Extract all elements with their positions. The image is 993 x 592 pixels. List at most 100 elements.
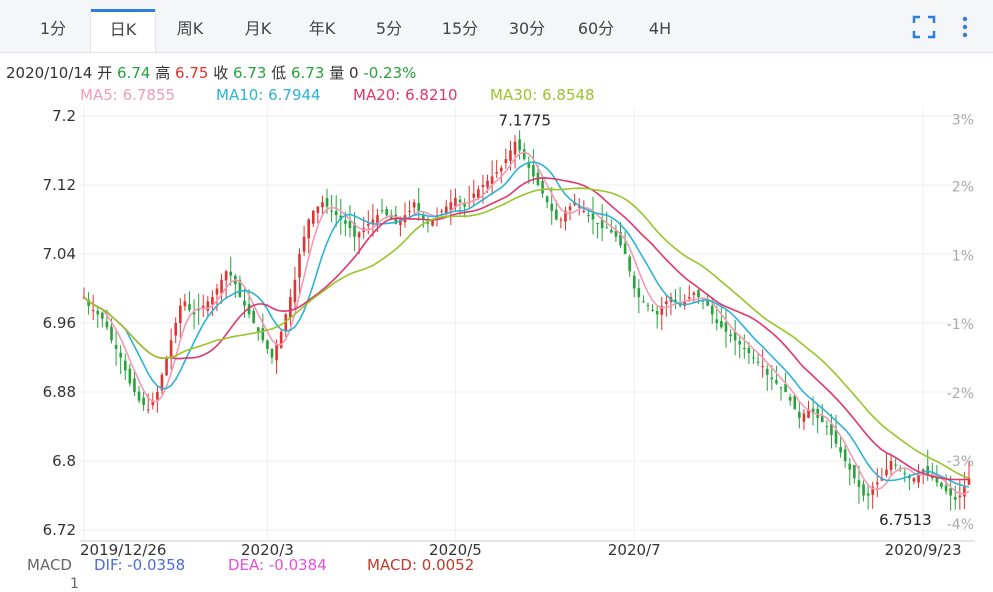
candle-body bbox=[261, 328, 265, 341]
tab-2[interactable]: 周K bbox=[162, 10, 218, 48]
active-tab-indicator bbox=[91, 9, 155, 12]
candle-body bbox=[825, 426, 829, 428]
candle-body bbox=[224, 271, 228, 281]
y-tick-label: 7.12 bbox=[43, 176, 76, 194]
candle-body bbox=[926, 466, 930, 474]
candle-body bbox=[637, 288, 641, 298]
candle-body bbox=[816, 408, 819, 418]
candle-body bbox=[820, 416, 824, 423]
candle-body bbox=[710, 305, 714, 315]
tab-3[interactable]: 月K bbox=[230, 10, 286, 48]
macd-dif: DIF: -0.0358 bbox=[94, 556, 186, 574]
candle-body bbox=[206, 301, 210, 311]
ma5-legend: MA5: 6.7855 bbox=[80, 86, 176, 104]
ma10-legend: MA10: 6.7944 bbox=[216, 86, 321, 104]
candle-body bbox=[394, 214, 398, 224]
macd-axis-tick: 1 bbox=[70, 576, 79, 592]
tab-label: 30分 bbox=[508, 19, 546, 38]
tab-5[interactable]: 5分 bbox=[361, 10, 417, 48]
candle-body bbox=[215, 288, 219, 295]
tab-0[interactable]: 1分 bbox=[24, 10, 82, 48]
candle-body bbox=[197, 309, 200, 311]
pct-tick-label: -3% bbox=[947, 454, 974, 470]
tab-label: 日K bbox=[109, 20, 137, 39]
candle-body bbox=[426, 222, 430, 224]
candle-body bbox=[761, 366, 764, 368]
candle-body bbox=[577, 206, 581, 208]
candle-body bbox=[486, 180, 489, 188]
candle-body bbox=[444, 206, 448, 214]
candle-body bbox=[568, 206, 572, 211]
pct-tick-label: -2% bbox=[947, 386, 974, 402]
candle-body bbox=[408, 210, 411, 212]
x-tick-label: 2019/12/26 bbox=[80, 541, 166, 559]
candle-body bbox=[596, 222, 599, 224]
ma30-legend: MA30: 6.8548 bbox=[490, 86, 595, 104]
candle-body bbox=[967, 478, 971, 485]
y-tick-label: 7.04 bbox=[43, 245, 76, 263]
candle-body bbox=[380, 210, 384, 212]
candle-body bbox=[128, 368, 132, 384]
candle-body bbox=[775, 380, 778, 384]
candle-body bbox=[875, 482, 879, 485]
candle-body bbox=[619, 232, 622, 246]
candle-body bbox=[788, 396, 792, 401]
candle-body bbox=[183, 301, 187, 307]
candle-body bbox=[555, 209, 558, 220]
tab-label: 15分 bbox=[441, 19, 479, 38]
more-vertical-icon[interactable] bbox=[952, 14, 978, 40]
candle-body bbox=[848, 463, 852, 470]
tab-label: 60分 bbox=[577, 19, 615, 38]
candle-body bbox=[188, 304, 191, 311]
candle-body bbox=[834, 430, 838, 444]
candle-body bbox=[559, 219, 563, 221]
candle-body bbox=[770, 377, 774, 380]
candle-body bbox=[256, 327, 260, 332]
tab-4[interactable]: 年K bbox=[294, 10, 350, 48]
tab-label: 4H bbox=[648, 19, 672, 38]
candle-body bbox=[367, 223, 370, 226]
candle-body bbox=[123, 360, 127, 371]
candle-body bbox=[458, 199, 462, 203]
candle-body bbox=[334, 210, 338, 216]
candle-body bbox=[348, 220, 352, 229]
candle-body bbox=[513, 141, 517, 155]
candle-body bbox=[101, 312, 104, 319]
candle-body bbox=[591, 213, 595, 220]
tab-1[interactable]: 日K bbox=[90, 9, 156, 52]
candle-body bbox=[440, 210, 443, 212]
candle-body bbox=[137, 391, 141, 401]
candle-body bbox=[674, 299, 677, 302]
candle-body bbox=[871, 486, 875, 495]
quote-summary: 2020/10/14 开 6.74 高 6.75 收 6.73 低 6.73 量… bbox=[6, 62, 416, 83]
candle-body bbox=[91, 310, 95, 312]
ma20-legend: MA20: 6.8210 bbox=[353, 86, 458, 104]
tab-8[interactable]: 60分 bbox=[566, 10, 626, 48]
high-value: 6.75 bbox=[175, 64, 209, 82]
candle-body bbox=[357, 232, 361, 238]
candle-body bbox=[96, 310, 100, 315]
candle-body bbox=[587, 215, 590, 217]
candle-body bbox=[802, 413, 806, 422]
candle-body bbox=[843, 449, 847, 461]
candle-body bbox=[779, 387, 783, 389]
x-tick-label: 2020/3 bbox=[241, 541, 294, 559]
candle-body bbox=[275, 344, 278, 361]
y-tick-label: 6.88 bbox=[43, 383, 76, 401]
candle-body bbox=[857, 480, 861, 487]
candle-body bbox=[165, 357, 168, 376]
candle-body bbox=[765, 368, 769, 375]
candle-body bbox=[417, 203, 421, 211]
candle-body bbox=[509, 150, 512, 161]
candle-body bbox=[687, 297, 691, 299]
x-tick-label: 2020/5 bbox=[429, 541, 482, 559]
tab-7[interactable]: 30分 bbox=[499, 10, 555, 48]
tab-9[interactable]: 4H bbox=[637, 10, 683, 48]
candle-body bbox=[866, 493, 870, 496]
pct-tick-label: -4% bbox=[947, 517, 974, 533]
open-value: 6.74 bbox=[117, 64, 151, 82]
candle-body bbox=[229, 271, 233, 276]
fullscreen-icon[interactable] bbox=[911, 14, 937, 40]
tab-6[interactable]: 15分 bbox=[432, 10, 488, 48]
